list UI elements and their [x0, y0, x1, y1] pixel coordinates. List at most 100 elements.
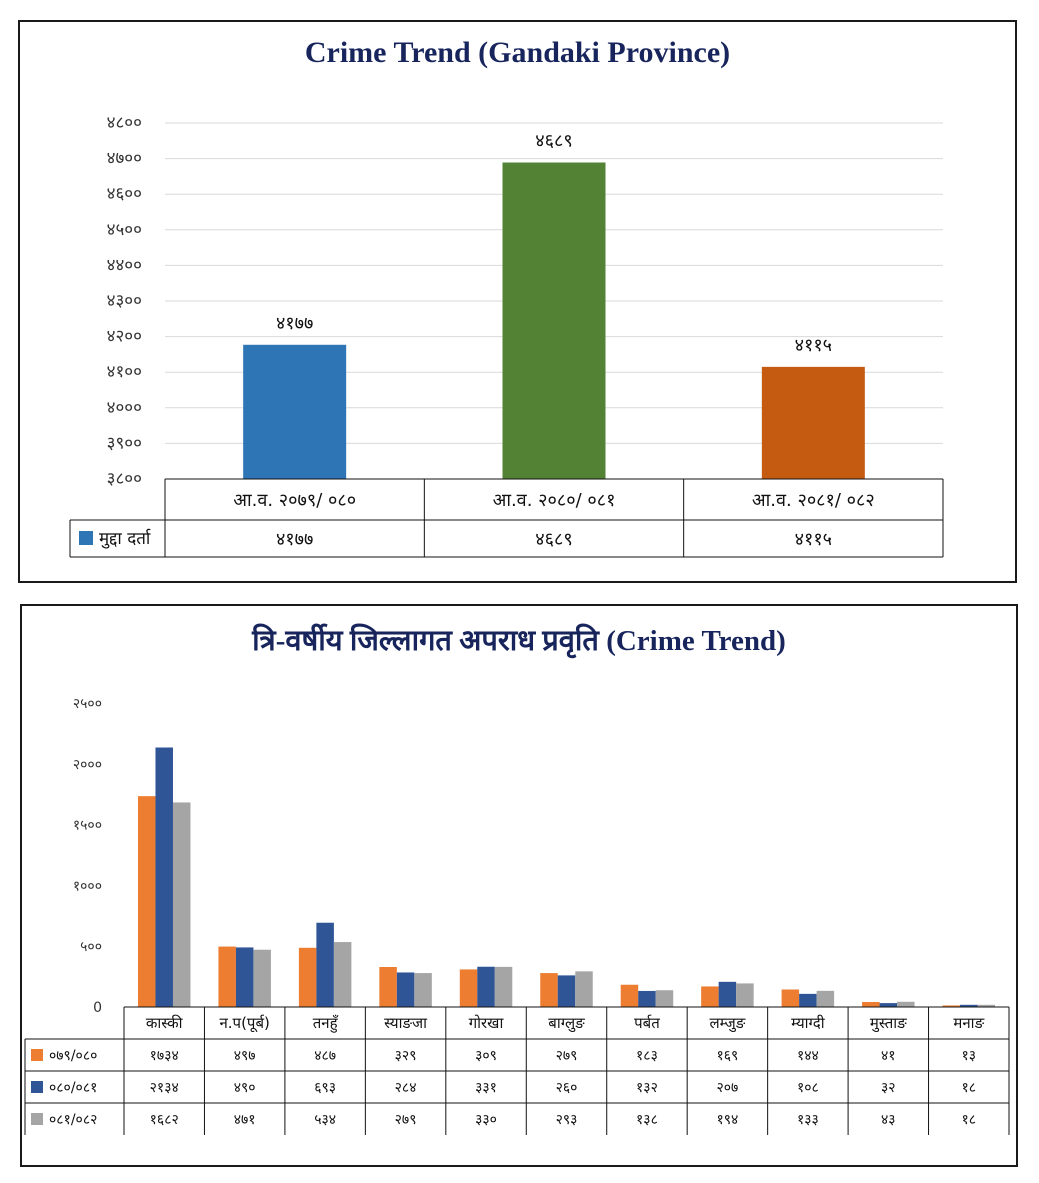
category-label: लम्जुङ: [710, 1014, 746, 1033]
y-tick-label: ४६००: [107, 184, 142, 204]
y-tick-label: 0: [93, 1000, 102, 1016]
table-cell: ४१: [881, 1048, 896, 1064]
table-cell: ३३१: [475, 1080, 497, 1096]
bar: [502, 162, 606, 480]
table-cell: ५३४: [314, 1112, 336, 1128]
table-cell: ३२९: [395, 1048, 417, 1064]
bar: [942, 1005, 961, 1007]
table-cell: ४६८९: [535, 529, 572, 550]
bar: [977, 1004, 996, 1007]
table-cell: १३८: [636, 1112, 658, 1128]
bar: [155, 747, 173, 1007]
legend-swatch: [31, 1049, 43, 1061]
y-tick-label: ४१००: [107, 362, 142, 382]
table-cell: १६९: [716, 1048, 738, 1064]
category-label: म्याग्दी: [791, 1014, 826, 1032]
table-cell: ४७१: [234, 1112, 256, 1128]
legend-swatch: [31, 1081, 43, 1093]
chart-title: Crime Trend (Gandaki Province): [304, 36, 731, 69]
table-cell: २१३४: [150, 1080, 179, 1096]
y-tick-label: ४८००: [107, 113, 142, 133]
bar: [862, 1002, 880, 1007]
bar: [960, 1004, 978, 1007]
table-cell: २७९: [395, 1112, 417, 1128]
category-label: मनाङ: [953, 1014, 984, 1032]
y-tick-label: १०००: [73, 878, 102, 894]
table-cell: ३२: [881, 1080, 896, 1096]
y-tick-label: ४४००: [107, 255, 142, 275]
table-cell: १३२: [636, 1080, 658, 1096]
bar: [557, 975, 576, 1007]
table-cell: २०७: [716, 1080, 738, 1096]
bar: [379, 966, 397, 1007]
bar: [761, 366, 865, 479]
chart-panel-province: Crime Trend (Gandaki Province) ३८०० ३९०० ४…: [18, 20, 1017, 583]
bar: [477, 966, 495, 1007]
bar: [494, 966, 513, 1007]
y-tick-label: ४०००: [107, 398, 142, 418]
bar: [879, 1003, 898, 1007]
legend-label: ०८१/०८२: [49, 1112, 97, 1128]
district-chart-svg: 0 ५०० १००० १५०० २००० २५०० कास्की न.प(पूर्ब) तनहु…: [24, 696, 1010, 1135]
bar: [897, 1001, 915, 1007]
y-tick-label: ४३००: [107, 291, 142, 311]
table-cell: १७३४: [150, 1048, 179, 1064]
bar: [253, 949, 271, 1007]
legend-swatch: [79, 531, 93, 545]
category-label: स्याङजा: [384, 1014, 428, 1032]
bar: [575, 971, 593, 1007]
bar: [459, 969, 478, 1007]
table-cell: ६९३: [314, 1080, 336, 1096]
category-label: आ.व. २०८१/ ०८२: [752, 490, 875, 511]
table-cell: ४११५: [795, 529, 832, 550]
y-tick-label: २०००: [73, 757, 102, 773]
table-cell: २६०: [556, 1080, 578, 1096]
table-cell: १८३: [636, 1048, 658, 1064]
bar: [137, 796, 156, 1007]
table-cell: १०८: [797, 1080, 819, 1096]
category-label: बाग्लुङ: [548, 1014, 585, 1033]
bar: [414, 973, 432, 1007]
category-label: आ.व. २०७९/ ०८०: [233, 490, 356, 511]
category-label: तनहुँ: [313, 1014, 339, 1033]
table-cell: १६८२: [150, 1112, 179, 1128]
table-cell: २७९: [556, 1048, 578, 1064]
bar: [172, 802, 191, 1007]
chart-title: त्रि-वर्षीय जिल्लागत अपराध प्रवृति (Crim…: [252, 625, 786, 657]
province-chart-svg: ३८०० ३९०० ४००० ४१०० ४२०० ४३०० ४४०० ४५०० ४६०० ४७००…: [69, 113, 944, 558]
table-cell: १३: [961, 1048, 976, 1064]
bar: [638, 990, 656, 1007]
data-label: ४११५: [795, 335, 832, 356]
y-tick-label: ४२००: [107, 327, 142, 347]
table-cell: २९३: [556, 1112, 578, 1128]
table-cell: १९४: [716, 1112, 738, 1128]
category-label: आ.व. २०८०/ ०८१: [493, 490, 616, 511]
table-cell: १३३: [797, 1112, 819, 1128]
bar: [799, 993, 817, 1007]
bar: [218, 946, 236, 1007]
table-cell: ४८७: [314, 1048, 336, 1064]
legend-label: मुद्दा दर्ता: [99, 528, 151, 549]
bar: [701, 986, 719, 1007]
table-cell: १८: [961, 1080, 976, 1096]
bar: [781, 989, 800, 1007]
legend-label: ०७९/०८०: [49, 1048, 97, 1064]
bar: [816, 990, 835, 1007]
category-label: मुस्ताङ: [870, 1014, 907, 1033]
category-label: कास्की: [146, 1014, 184, 1032]
table-cell: २८४: [395, 1080, 417, 1096]
table-cell: ४१७७: [276, 529, 313, 550]
y-tick-label: ४५००: [107, 220, 142, 240]
data-label: ४१७७: [276, 313, 313, 334]
bar: [718, 981, 737, 1007]
table-cell: ४३: [881, 1112, 896, 1128]
bar: [396, 972, 415, 1007]
table-cell: ३३०: [475, 1112, 497, 1128]
table-cell: ४९७: [234, 1048, 256, 1064]
category-label: न.प(पूर्ब): [219, 1014, 269, 1033]
table-cell: १८: [961, 1112, 976, 1128]
bar: [333, 942, 352, 1007]
category-label: पर्बत: [634, 1014, 660, 1032]
y-tick-label: २५००: [73, 696, 102, 712]
data-label: ४६८९: [535, 131, 572, 152]
